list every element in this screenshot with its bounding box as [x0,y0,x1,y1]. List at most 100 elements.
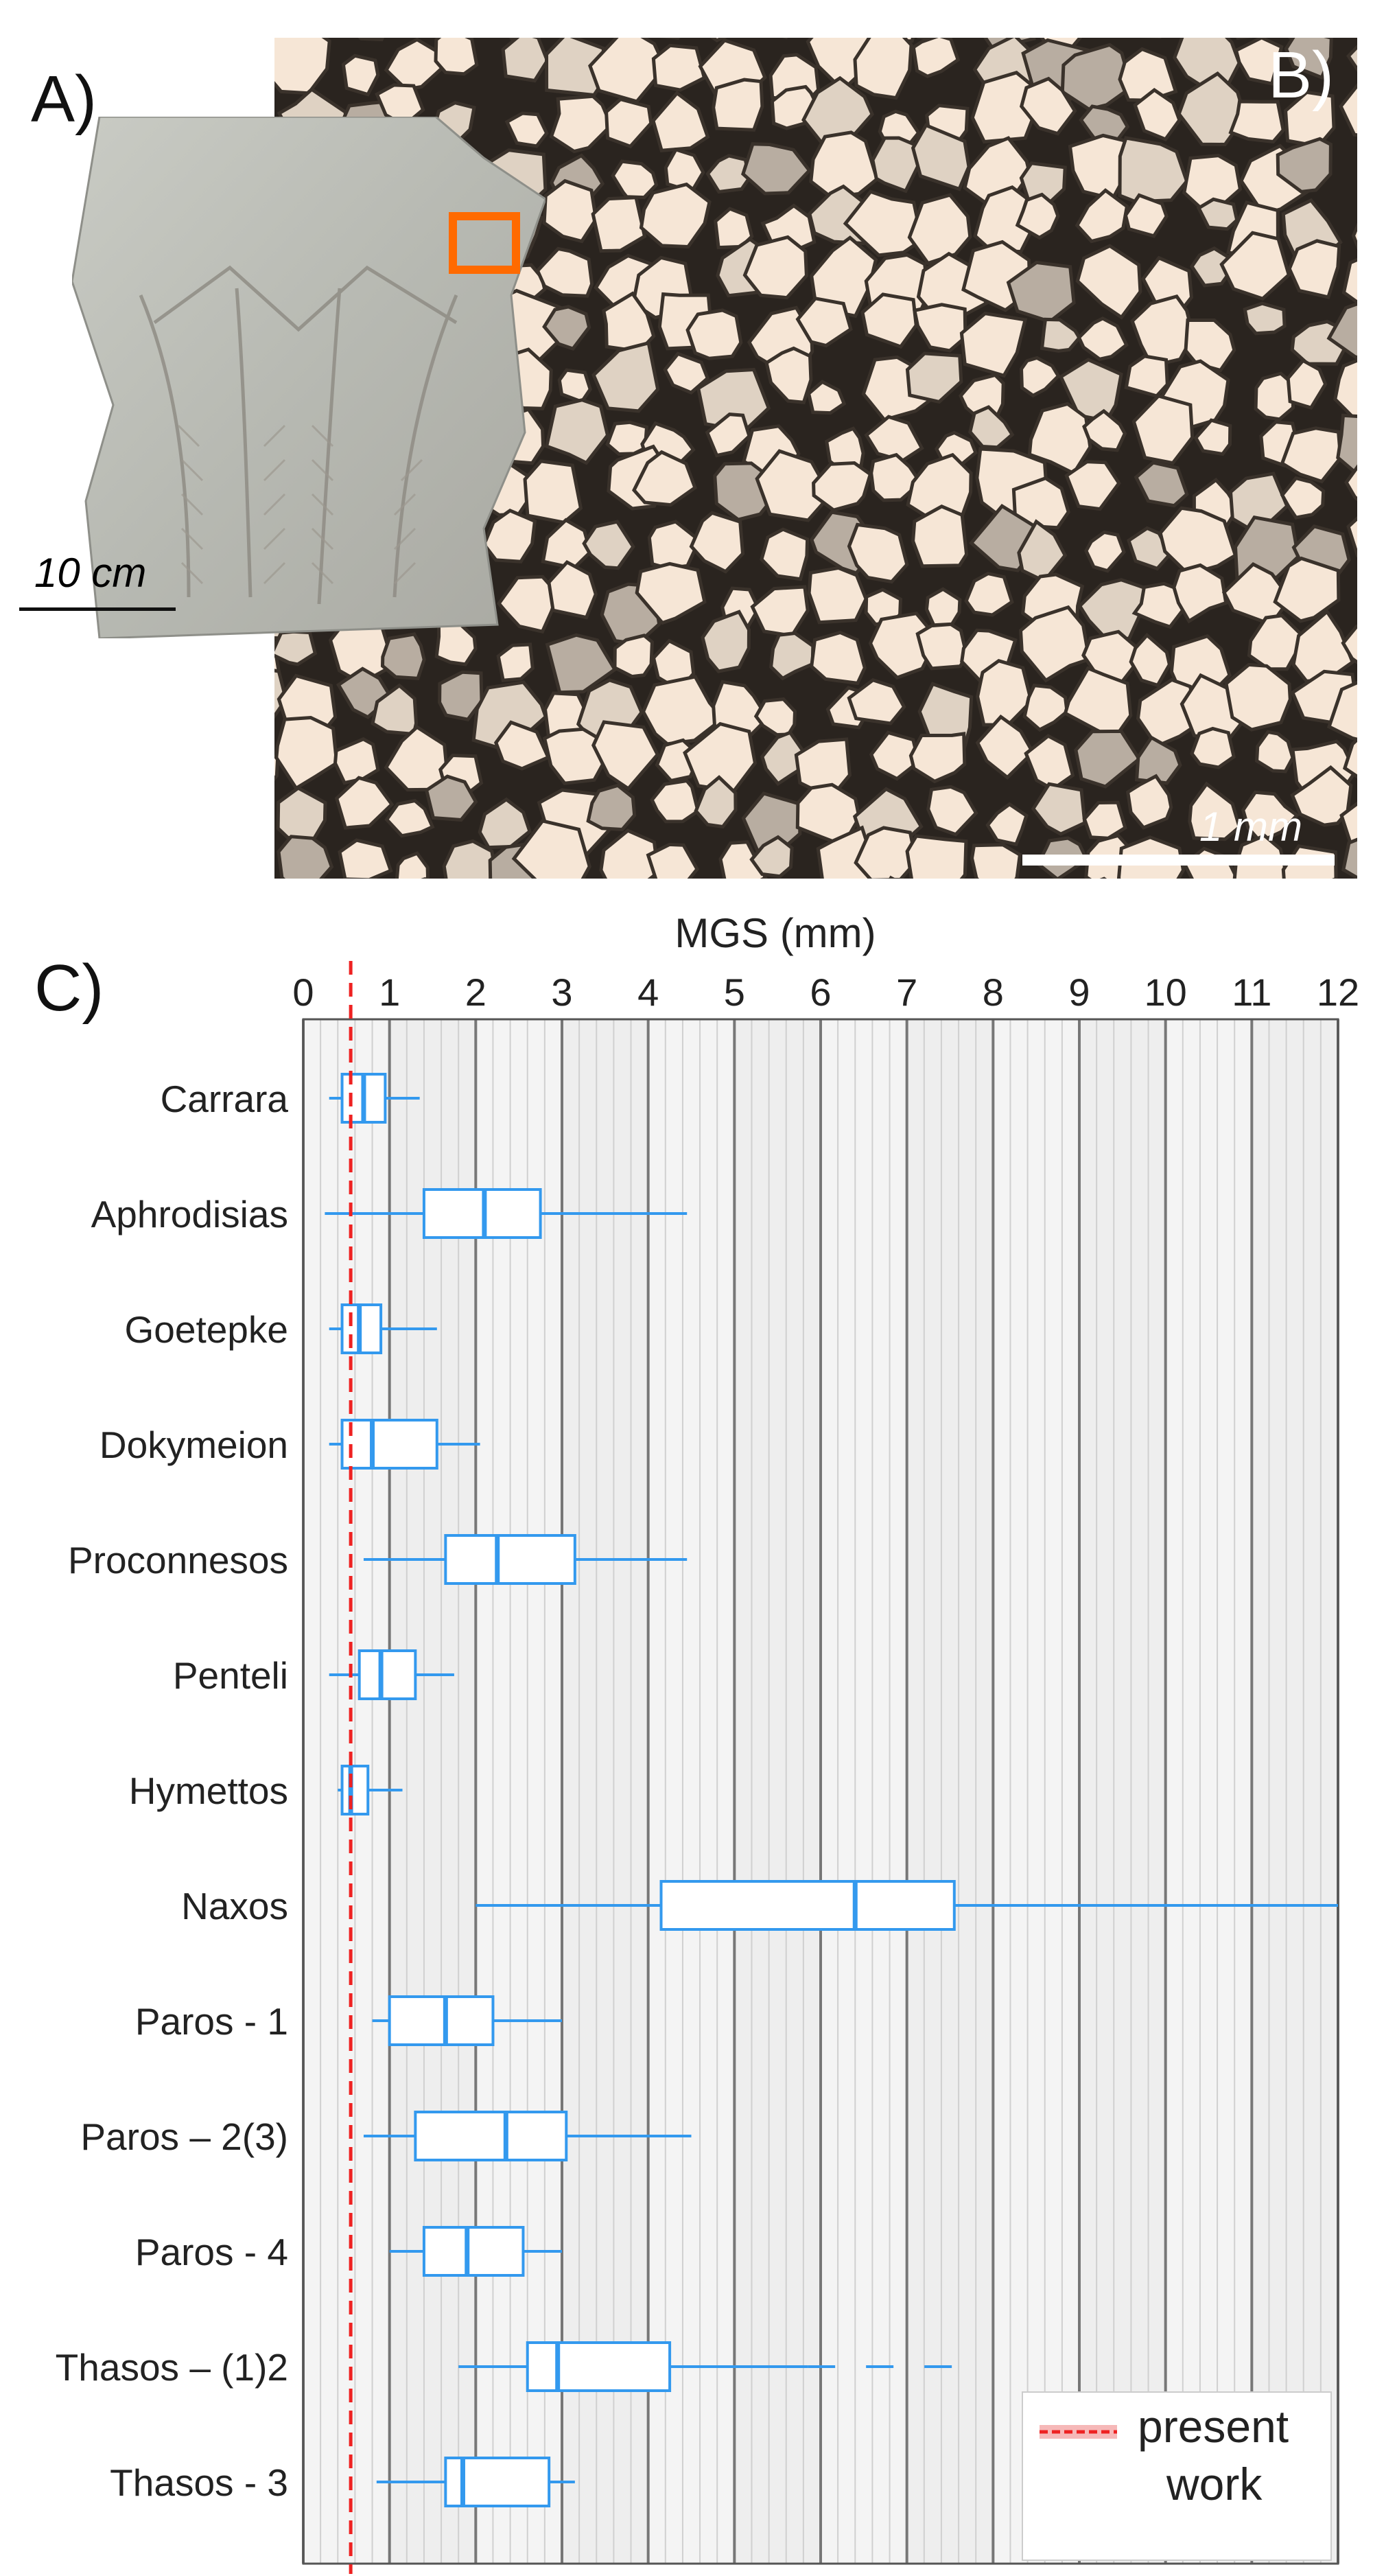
mineral-grain [869,452,923,502]
mineral-grain [511,819,591,879]
mineral-grain [806,380,847,415]
mineral-grain [442,839,498,879]
mineral-grain [905,351,963,404]
mineral-grain [1247,614,1304,671]
mineral-grain [274,669,288,719]
mineral-grain [912,303,967,353]
x-tick-label: 1 [379,971,400,1014]
mineral-grain [341,54,380,97]
mineral-grain [1015,192,1060,240]
mineral-grain [1172,563,1228,624]
mineral-grain [701,610,751,673]
grid-band [1079,1019,1166,2564]
mineral-grain [749,835,794,879]
capital-image [72,117,545,638]
mineral-grain [380,632,426,681]
mineral-grain [591,196,647,253]
panel-a-label: A) [31,62,97,136]
mineral-grain [582,520,635,570]
x-tick-label: 10 [1145,971,1187,1014]
box-row: Naxos [181,1880,1338,1931]
mineral-grain [632,450,697,507]
photo-scalebar [19,607,176,611]
grid-band [562,1019,648,2564]
mineral-grain [1131,394,1195,465]
category-label: Carrara [161,1078,289,1120]
mineral-grain [1134,735,1182,785]
category-label: Paros - 1 [135,2000,288,2043]
x-tick-label: 7 [896,971,917,1014]
iqr-box [659,1880,956,1931]
x-tick-label: 11 [1232,971,1271,1014]
mineral-grain [438,670,484,721]
box-row: Dokymeion [99,1419,480,1470]
x-tick-label: 4 [637,971,659,1014]
grid-band [821,1019,907,2564]
mineral-grain [1326,302,1357,360]
mineral-grain [501,38,550,83]
panel-b-label: B) [1268,38,1334,112]
micro-scalebar [1022,855,1335,866]
mineral-grain [535,246,594,298]
mineral-grain [968,405,1015,450]
mineral-grain [847,522,909,584]
mineral-grain [591,720,660,791]
category-label: Penteli [173,1654,288,1697]
grid-band [734,1019,821,2564]
mineral-grain [547,559,598,620]
mineral-grain [651,43,707,92]
x-tick-label: 9 [1068,971,1090,1014]
mineral-grain [742,235,808,300]
sample-location-marker [449,212,520,274]
plot-frame [302,1018,1339,2565]
legend-label-line1: present [1138,2401,1289,2452]
mineral-grain [1255,730,1295,774]
mineral-grain [274,629,318,666]
mineral-grain [712,78,764,132]
mineral-grain [651,91,710,152]
mineral-grain [843,189,924,257]
mineral-grain [549,94,613,154]
mineral-grain [605,97,653,149]
mineral-grain [1273,556,1341,623]
mineral-grain [434,38,479,76]
mineral-grain [1326,680,1357,741]
mineral-grain [496,642,535,682]
category-label: Naxos [181,1885,288,1927]
mineral-grain [911,504,969,568]
mineral-grain [1193,418,1232,456]
mineral-grain [1190,726,1236,769]
mineral-grain [1342,737,1357,779]
iqr-box [357,1649,417,1700]
x-tick-label: 3 [551,971,572,1014]
mineral-grain [1287,239,1341,299]
mineral-grain [1075,244,1142,320]
box-row: Paros – 2(3) [80,2111,692,2161]
x-tick-label: 2 [465,971,486,1014]
mineral-grain [853,38,913,100]
mineral-grain [760,730,812,787]
iqr-box [526,2341,672,2392]
mineral-grain [646,842,700,879]
mineral-grain [1188,781,1242,842]
mineral-grain [545,633,618,695]
mineral-grain [434,623,478,666]
box-row: Hymettos [129,1765,403,1815]
mineral-grain [493,720,551,771]
mineral-grain [911,38,961,78]
mineral-grain [1136,677,1200,749]
iqr-box [340,1419,438,1470]
mineral-grain [338,838,393,879]
mineral-grain [689,511,745,574]
mineral-grain [1196,197,1239,231]
box-row: Thasos – (1)2 [56,2341,954,2392]
category-label: Thasos - 3 [110,2461,288,2504]
mineral-grain [911,123,971,192]
box-row: Aphrodisias [91,1188,688,1239]
mineral-grain [1341,257,1357,305]
mineral-grain [1011,476,1070,530]
mineral-grain [542,305,591,351]
mineral-grain [1019,76,1077,136]
mineral-grain [905,834,968,879]
iqr-box [414,2111,568,2161]
